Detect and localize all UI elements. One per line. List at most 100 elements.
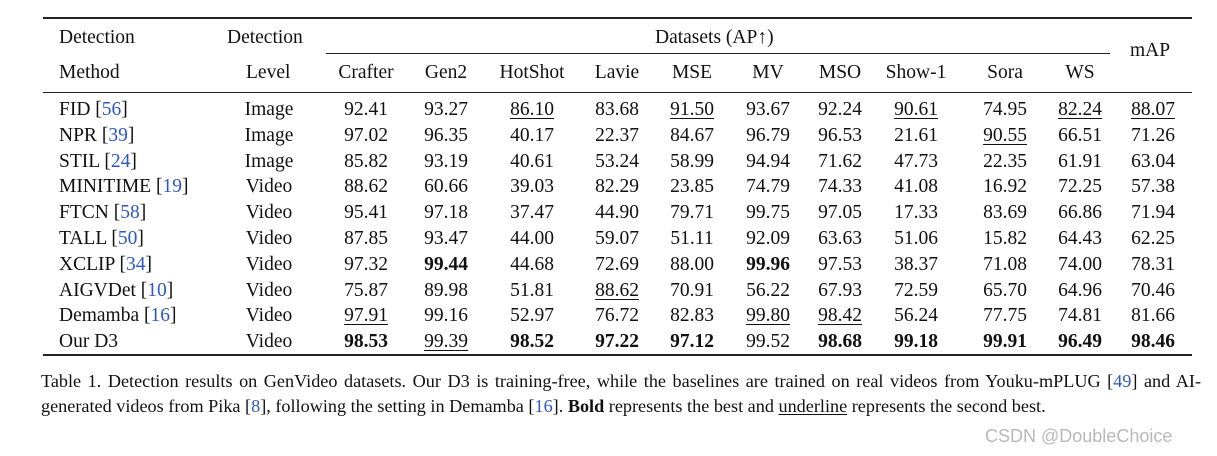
header-dataset: Sora xyxy=(987,62,1023,83)
caption-ref-link[interactable]: 8 xyxy=(251,396,261,416)
method-ref-link[interactable]: 58 xyxy=(120,202,140,224)
method-ref-link[interactable]: 19 xyxy=(162,176,182,198)
method-cell: Our D3 xyxy=(59,332,118,352)
ap-value-cell: 38.37 xyxy=(894,253,938,275)
ap-value-cell: 98.42 xyxy=(818,305,862,327)
ap-value-cell: 23.85 xyxy=(670,176,714,198)
ap-value-cell: 97.12 xyxy=(670,331,714,353)
level-cell: Image xyxy=(244,99,294,120)
method-ref-link[interactable]: 16 xyxy=(150,305,171,327)
method-ref-link[interactable]: 10 xyxy=(147,279,167,301)
ap-value-cell: 77.75 xyxy=(983,305,1027,327)
map-value-cell: 71.94 xyxy=(1131,202,1175,224)
ap-value-cell: 75.87 xyxy=(344,279,388,301)
ap-value-cell: 56.24 xyxy=(894,305,938,327)
ap-value-cell: 97.91 xyxy=(344,305,388,327)
ap-value-cell: 21.61 xyxy=(894,124,938,146)
level-cell: Video xyxy=(245,176,293,198)
ap-value-cell: 92.09 xyxy=(746,228,790,249)
method-ref-link[interactable]: 50 xyxy=(117,228,138,249)
method-cell: AIGVDet [10] xyxy=(59,279,174,301)
method-cell: MINITIME [19] xyxy=(59,176,189,198)
caption-text: ] and AI-generated videos from Pika [ xyxy=(41,371,1201,416)
method-ref-link[interactable]: 39 xyxy=(108,124,128,146)
header-dataset: HotShot xyxy=(499,62,565,83)
ap-value-cell: 51.11 xyxy=(670,228,714,249)
map-value-cell: 62.25 xyxy=(1131,228,1175,249)
ap-value-cell: 90.61 xyxy=(894,99,938,120)
method-ref-link[interactable]: 24 xyxy=(110,150,131,172)
header-level-line1: Detection xyxy=(227,27,303,48)
ap-value-cell: 98.68 xyxy=(818,331,862,353)
ap-value-cell: 82.29 xyxy=(595,176,639,198)
ap-value-cell: 44.00 xyxy=(510,228,554,249)
method-name: FTCN xyxy=(59,202,109,224)
ap-value-cell: 71.08 xyxy=(983,253,1027,275)
table-bottom-rule xyxy=(43,354,1192,356)
ap-value-cell: 88.62 xyxy=(595,279,639,301)
header-datasets-group: Datasets (AP↑) xyxy=(655,27,774,48)
ap-value-cell: 96.49 xyxy=(1058,331,1102,353)
ap-value-cell: 89.98 xyxy=(424,279,468,301)
ap-value-cell: 72.25 xyxy=(1058,176,1102,198)
ap-value-cell: 51.06 xyxy=(894,228,938,249)
ap-value-cell: 82.83 xyxy=(670,305,714,327)
map-value-cell: 98.46 xyxy=(1131,331,1175,353)
map-value-cell: 71.26 xyxy=(1131,124,1175,146)
method-cell: STIL [24] xyxy=(59,150,137,172)
ap-value-cell: 97.02 xyxy=(344,124,388,146)
ap-value-cell: 72.69 xyxy=(595,253,639,275)
ap-value-cell: 96.53 xyxy=(818,124,862,146)
method-name: XCLIP xyxy=(59,253,115,275)
caption-ref-link[interactable]: 49 xyxy=(1113,371,1132,391)
ap-value-cell: 71.62 xyxy=(818,150,862,172)
ap-value-cell: 83.68 xyxy=(595,99,639,120)
ap-value-cell: 22.35 xyxy=(983,150,1027,172)
ap-value-cell: 97.32 xyxy=(344,253,388,275)
ap-value-cell: 65.70 xyxy=(983,279,1027,301)
ap-value-cell: 87.85 xyxy=(344,228,388,249)
map-value-cell: 81.66 xyxy=(1131,305,1175,327)
level-cell: Video xyxy=(245,202,293,224)
ap-value-cell: 99.44 xyxy=(424,253,468,275)
method-name: Our D3 xyxy=(59,331,119,353)
ap-value-cell: 66.86 xyxy=(1058,202,1102,224)
table-header-rule xyxy=(43,92,1192,94)
ap-value-cell: 99.16 xyxy=(424,305,468,327)
method-name: NPR xyxy=(59,124,97,146)
ap-value-cell: 44.68 xyxy=(510,253,554,275)
ap-value-cell: 93.19 xyxy=(424,150,468,172)
caption-text: Table 1. Detection results on GenVideo d… xyxy=(41,371,1114,391)
caption-text: ]. xyxy=(552,396,568,416)
ap-value-cell: 90.55 xyxy=(983,124,1027,146)
ap-value-cell: 40.61 xyxy=(510,150,554,172)
ap-value-cell: 74.79 xyxy=(746,176,790,198)
method-ref-link[interactable]: 56 xyxy=(101,99,122,120)
ap-value-cell: 67.93 xyxy=(818,279,862,301)
ap-value-cell: 92.24 xyxy=(818,99,862,120)
ap-value-cell: 84.67 xyxy=(670,124,714,146)
level-cell: Video xyxy=(245,253,293,275)
method-name: FID xyxy=(59,99,91,120)
method-name: STIL xyxy=(59,150,100,172)
level-cell: Video xyxy=(245,228,293,249)
ap-value-cell: 64.43 xyxy=(1058,228,1102,249)
header-dataset: Gen2 xyxy=(424,62,468,83)
caption-text: represents the best and xyxy=(604,396,779,416)
ap-value-cell: 96.35 xyxy=(424,124,468,146)
ap-value-cell: 72.59 xyxy=(894,279,938,301)
ap-value-cell: 17.33 xyxy=(894,202,938,224)
ap-value-cell: 97.18 xyxy=(424,202,468,224)
ap-value-cell: 92.41 xyxy=(344,99,388,120)
map-value-cell: 88.07 xyxy=(1131,99,1175,120)
ap-value-cell: 93.27 xyxy=(424,99,468,120)
map-value-cell: 63.04 xyxy=(1131,150,1175,172)
map-value-cell: 78.31 xyxy=(1131,253,1175,275)
method-ref-link[interactable]: 34 xyxy=(126,253,146,275)
ap-value-cell: 83.69 xyxy=(983,202,1027,224)
ap-value-cell: 97.22 xyxy=(595,331,639,353)
level-cell: Image xyxy=(244,124,294,146)
datasets-group-rule xyxy=(326,53,1110,55)
ap-value-cell: 47.73 xyxy=(894,150,938,172)
caption-ref-link[interactable]: 16 xyxy=(534,396,553,416)
